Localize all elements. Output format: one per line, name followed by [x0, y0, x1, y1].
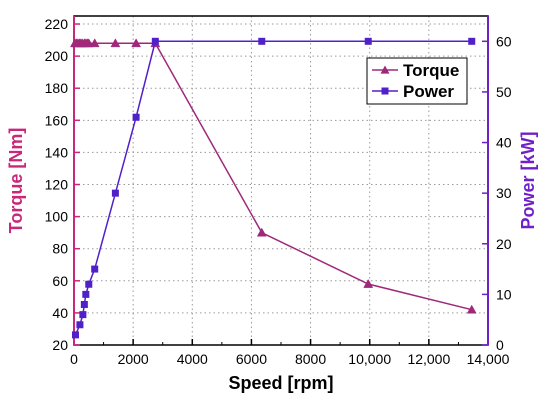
torque-point	[131, 38, 142, 48]
right-y-tick-label: 50	[496, 84, 512, 100]
torque-point	[363, 279, 374, 288]
right-y-tick-label: 0	[496, 337, 504, 353]
power-point	[364, 37, 372, 45]
power-point	[151, 37, 159, 45]
left-y-tick-label: 220	[45, 16, 69, 32]
right-y-tick-label: 60	[496, 33, 512, 49]
power-point	[76, 321, 84, 329]
left-y-axis-title: Torque [Nm]	[6, 128, 26, 234]
right-y-tick-label: 40	[496, 135, 512, 151]
power-point	[82, 290, 90, 298]
right-y-axis: 0 10 20 30 40 50 60	[482, 16, 512, 353]
torque-point	[83, 38, 94, 48]
left-y-tick-label: 180	[45, 80, 69, 96]
power-point	[85, 280, 93, 288]
left-y-tick-label: 160	[45, 112, 69, 128]
x-tick-label: 10,000	[348, 351, 391, 367]
x-tick-label: 8000	[295, 351, 326, 367]
left-y-tick-label: 40	[52, 305, 68, 321]
series	[69, 37, 477, 339]
right-y-tick-label: 10	[496, 286, 512, 302]
left-y-tick-label: 100	[45, 209, 69, 225]
left-y-axis: 20 40 60 80 100 120 140 160 180 200 220	[45, 16, 80, 353]
x-tick-label: 4000	[177, 351, 208, 367]
left-y-tick-label: 60	[52, 273, 68, 289]
left-y-tick-label: 200	[45, 48, 69, 64]
power-point	[91, 265, 99, 273]
torque-point	[466, 304, 477, 314]
x-tick-label: 0	[70, 351, 78, 367]
legend-marker-power	[381, 87, 389, 95]
left-y-tick-label: 120	[45, 177, 69, 193]
grid	[74, 16, 488, 345]
power-point	[111, 189, 119, 197]
torque-point	[89, 38, 100, 48]
x-axis: 0 2000 4000 6000 8000 10,000 12,000 14,000	[70, 339, 510, 367]
legend-box	[366, 57, 468, 105]
right-y-axis-title: Power [kW]	[518, 131, 538, 229]
torque-point	[110, 38, 121, 48]
left-y-tick-label: 80	[52, 241, 68, 257]
power-point	[132, 113, 140, 121]
left-y-tick-label: 20	[52, 337, 68, 353]
right-y-tick-label: 20	[496, 236, 512, 252]
x-tick-label: 2000	[118, 351, 149, 367]
power-point	[468, 37, 476, 45]
left-y-tick-label: 140	[45, 144, 69, 160]
power-point	[258, 37, 266, 45]
legend-label-power: Power	[403, 82, 454, 101]
right-y-tick-label: 30	[496, 185, 512, 201]
x-tick-label: 6000	[236, 351, 267, 367]
x-tick-label: 14,000	[467, 351, 510, 367]
power-point	[79, 311, 87, 319]
x-axis-title: Speed [rpm]	[228, 373, 333, 393]
legend-label-torque: Torque	[403, 61, 459, 80]
power-point	[80, 301, 88, 309]
power-point	[71, 331, 79, 339]
x-tick-label: 12,000	[407, 351, 450, 367]
legend-marker-torque	[380, 65, 390, 74]
legend: Torque Power	[366, 57, 468, 105]
torque-point	[256, 227, 267, 237]
